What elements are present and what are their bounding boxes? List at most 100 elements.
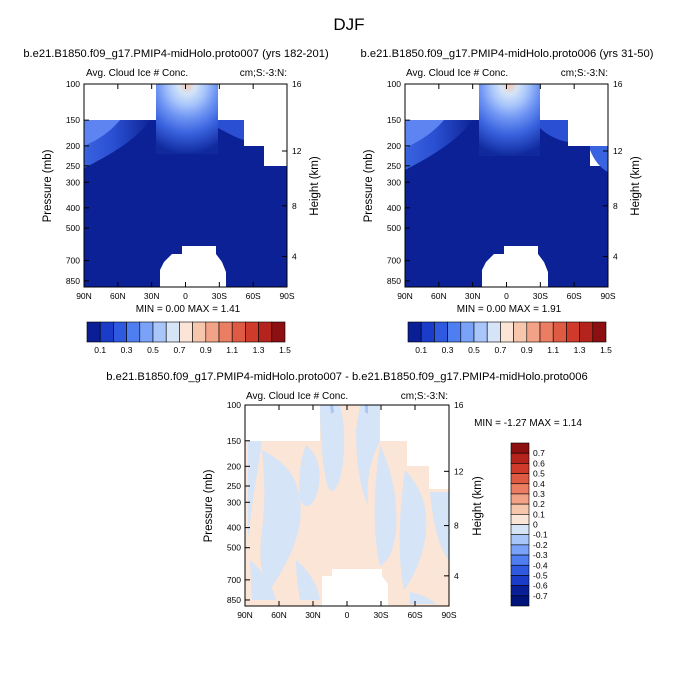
panel-1-colorbar-swatch bbox=[152, 321, 167, 343]
panel-3-ytick-label: 100 bbox=[227, 400, 241, 410]
panel-2-colorbar-swatch bbox=[579, 321, 594, 343]
panel-1-xtick-label: 30N bbox=[144, 291, 160, 301]
panel-2-colorbar-swatch bbox=[526, 321, 541, 343]
panel-1-colorbar-label: 1.5 bbox=[279, 345, 291, 355]
panel-2-ytick-label: 300 bbox=[387, 177, 401, 187]
panel-1-colorbar-label: 1.1 bbox=[226, 345, 238, 355]
panel-1-xtick-label: 60N bbox=[110, 291, 126, 301]
panel-3-xtick-label: 60S bbox=[407, 610, 422, 620]
panel-1-ytick-label: 700 bbox=[66, 256, 80, 266]
panel-1-ytick-label: 300 bbox=[66, 177, 80, 187]
panel-2-title: b.e21.B1850.f09_g17.PMIP4-midHolo.proto0… bbox=[361, 48, 654, 60]
panel-1-ytick-label: 500 bbox=[66, 223, 80, 233]
panel-1-colorbar-label: 0.9 bbox=[200, 345, 212, 355]
panel-2-colorbar-label: 0.7 bbox=[494, 345, 506, 355]
panel-2-colorbar-swatch bbox=[592, 321, 607, 343]
panel-3-ytick-right-label: 4 bbox=[454, 571, 459, 581]
panel-3-right-label: cm;S:-3:N: bbox=[401, 391, 448, 402]
panel-3-ytick-label: 500 bbox=[227, 543, 241, 553]
panel-3-ylabel: Pressure (mb) bbox=[203, 469, 215, 542]
panel-2-ytick-label: 700 bbox=[387, 256, 401, 266]
panel-1-colorbar-label: 0.3 bbox=[121, 345, 133, 355]
panel-3-colorbar-swatch bbox=[510, 463, 530, 474]
panel-3-colorbar-label: -0.5 bbox=[533, 570, 548, 580]
panel-1-ytick-label: 400 bbox=[66, 203, 80, 213]
panel-1-ylabel: Pressure (mb) bbox=[42, 149, 54, 222]
panel-2-colorbar-swatch bbox=[407, 321, 422, 343]
panel-2-colorbar-swatch bbox=[420, 321, 435, 343]
panel-1-colorbar-label: 0.7 bbox=[173, 345, 185, 355]
panel-1-ytick-right-label: 12 bbox=[292, 146, 302, 156]
panel-1-colorbar-swatch bbox=[99, 321, 114, 343]
panel-1-colorbar-swatch bbox=[245, 321, 259, 343]
panel-3-title: b.e21.B1850.f09_g17.PMIP4-midHolo.proto0… bbox=[106, 371, 587, 383]
panel-1-colorbar-swatch bbox=[231, 321, 246, 343]
panel-3-colorbar-swatch bbox=[510, 442, 530, 454]
panel-2-colorbar-swatch bbox=[539, 321, 554, 343]
panel-2-colorbar-swatch bbox=[513, 321, 528, 343]
panel-1-ytick-right-label: 8 bbox=[292, 201, 297, 211]
panel-3-colorbar-label: 0.3 bbox=[533, 489, 545, 499]
panel-1-field bbox=[84, 84, 287, 287]
panel-2-colorbar-swatch bbox=[447, 321, 462, 343]
panel-1-right-label: cm;S:-3:N: bbox=[240, 68, 287, 79]
panel-1-colorbar-swatch bbox=[86, 321, 101, 343]
panel-3-colorbar-label: -0.3 bbox=[533, 550, 548, 560]
panel-3-colorbar-swatch bbox=[510, 585, 530, 597]
panel-1-colorbar-swatch bbox=[192, 321, 207, 343]
panel-2-colorbar-swatch bbox=[486, 321, 501, 343]
panel-2-ytick-label: 400 bbox=[387, 203, 401, 213]
panel-3-ytick-right-label: 12 bbox=[454, 466, 464, 476]
panel-2-ytick-label: 200 bbox=[387, 141, 401, 151]
panel-3-ytick-label: 850 bbox=[227, 595, 241, 605]
panel-2-ytick-label: 100 bbox=[387, 79, 401, 89]
panel-3-colorbar-label: -0.1 bbox=[533, 530, 548, 540]
panel-2-colorbar-label: 0.3 bbox=[442, 345, 454, 355]
panel-3-colorbar-swatch bbox=[510, 554, 530, 566]
panel-3-colorbar-label: 0.5 bbox=[533, 469, 545, 479]
panel-1-ytick-label: 200 bbox=[66, 141, 80, 151]
panel-2-colorbar-label: 0.1 bbox=[415, 345, 427, 355]
panel-2-colorbar-swatch bbox=[473, 321, 488, 343]
panel-1-ylabel-right: Height (km) bbox=[309, 156, 321, 216]
panel-1-colorbar-swatch bbox=[258, 321, 273, 343]
panel-3-colorbar-label: 0.6 bbox=[533, 458, 545, 468]
panel-2-ytick-right-label: 16 bbox=[613, 79, 623, 89]
panel-3-stats: MIN = -1.27 MAX = 1.14 bbox=[474, 418, 582, 429]
panel-3-colorbar-swatch bbox=[510, 452, 530, 464]
panel-2-ytick-label: 850 bbox=[387, 276, 401, 286]
panel-3-xtick-label: 0 bbox=[345, 610, 350, 620]
panel-1-axes: 90N 60N 30N 0 30S 60S 90S 100 150 200 250 300 400 500… bbox=[66, 79, 302, 301]
panel-1-xtick-label: 90N bbox=[76, 291, 92, 301]
panel-3-colorbar-swatch bbox=[510, 514, 530, 525]
panel-3-colorbar-swatch bbox=[510, 544, 530, 556]
panel-1-xtick-label: 60S bbox=[246, 291, 261, 301]
panel-3-colorbar-swatch bbox=[510, 534, 530, 546]
panel-2-colorbar-label: 0.5 bbox=[468, 345, 480, 355]
panel-2-ylabel-right: Height (km) bbox=[630, 156, 642, 216]
panel-2-ytick-label: 250 bbox=[387, 161, 401, 171]
panel-3-colorbar: 0.70.60.50.40.30.20.10-0.1-0.2-0.3-0.4-0… bbox=[510, 442, 548, 607]
panel-1-xtick-label: 30S bbox=[212, 291, 227, 301]
panel-2-colorbar-swatch bbox=[500, 321, 514, 343]
panel-1-xtick-label: 90S bbox=[279, 291, 294, 301]
panel-2-ytick-label: 500 bbox=[387, 223, 401, 233]
panel-3-ytick-label: 400 bbox=[227, 523, 241, 533]
panel-1-ytick-label: 150 bbox=[66, 115, 80, 125]
panel-3-xtick-label: 30S bbox=[373, 610, 388, 620]
panel-2-colorbar-swatch bbox=[566, 321, 580, 343]
panel-1-colorbar-swatch bbox=[165, 321, 180, 343]
panel-1-ytick-right-label: 4 bbox=[292, 252, 297, 262]
panel-1-colorbar-swatch bbox=[139, 321, 154, 343]
panel-1-colorbar-swatch bbox=[113, 321, 127, 343]
panel-3-colorbar-label: 0 bbox=[533, 520, 538, 530]
panel-3-colorbar-label: 0.2 bbox=[533, 499, 545, 509]
panel-1-colorbar-swatch bbox=[126, 321, 141, 343]
panel-1-xtick-label: 0 bbox=[183, 291, 188, 301]
panel-3-colorbar-label: -0.4 bbox=[533, 560, 548, 570]
panel-3: b.e21.B1850.f09_g17.PMIP4-midHolo.proto0… bbox=[106, 371, 587, 620]
panel-2-stats: MIN = 0.00 MAX = 1.91 bbox=[457, 304, 562, 315]
panel-3-ytick-label: 250 bbox=[227, 481, 241, 491]
panel-2-xtick-label: 30N bbox=[465, 291, 481, 301]
